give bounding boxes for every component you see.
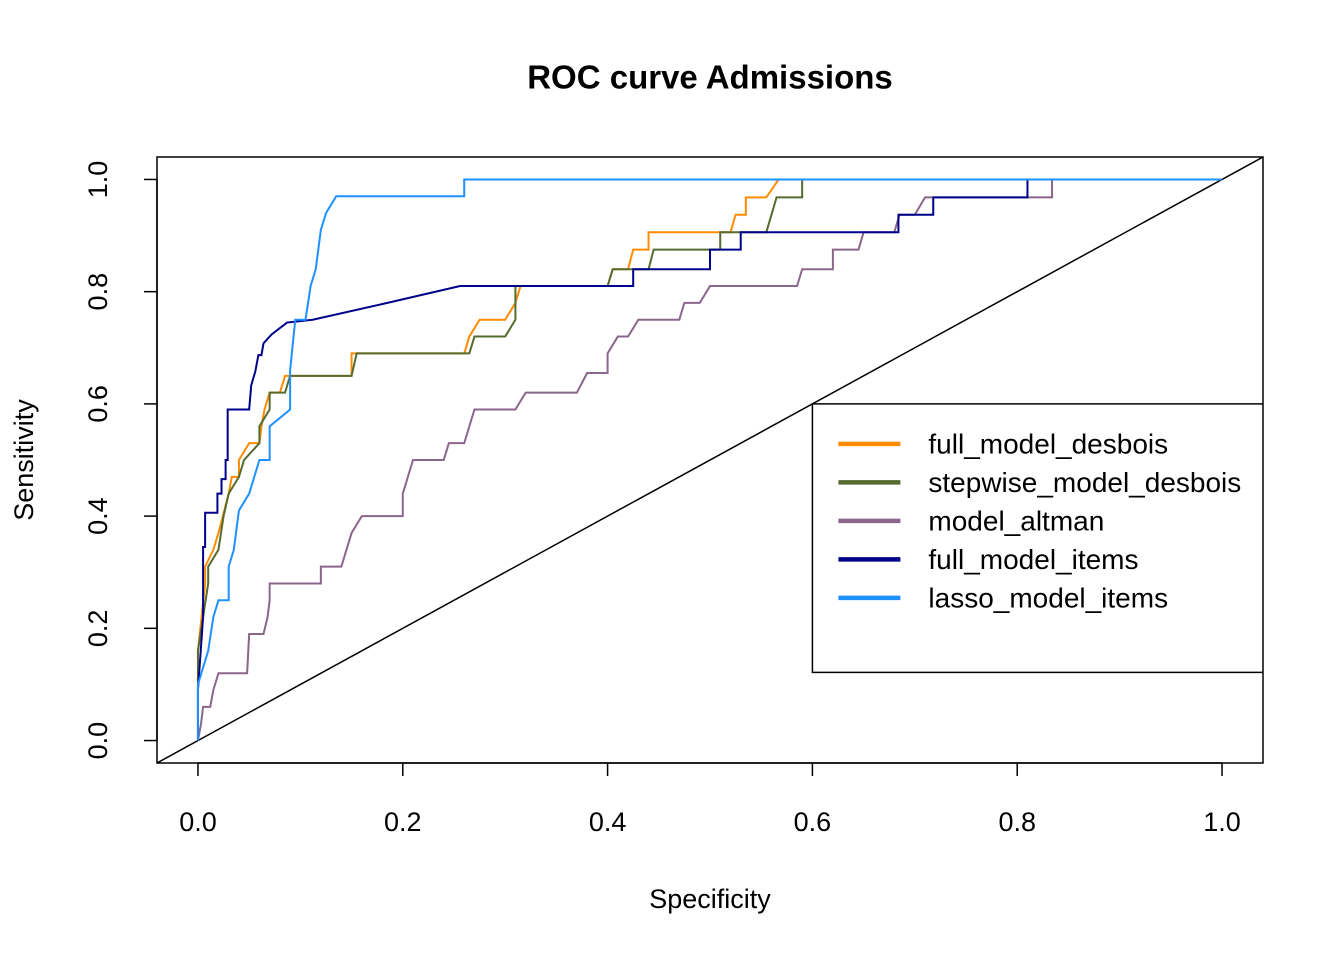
chart-title: ROC curve Admissions (527, 59, 893, 96)
x-tick-label: 0.8 (998, 807, 1036, 837)
x-tick-label: 0.4 (589, 807, 627, 837)
y-tick-label: 0.0 (83, 722, 113, 760)
plot-area: full_model_desbois stepwise_model_desbois… (157, 157, 1263, 763)
legend-label: full_model_items (928, 544, 1138, 575)
x-tick-label: 0.2 (384, 807, 422, 837)
y-tick-label: 0.8 (83, 273, 113, 311)
reference-line (157, 157, 1263, 763)
roc-curve (196, 178, 1223, 741)
x-tick-label: 0.6 (794, 807, 832, 837)
y-tick-label: 0.4 (83, 497, 113, 535)
y-tick-label: 1.0 (83, 161, 113, 199)
legend-label: stepwise_model_desbois (928, 467, 1241, 498)
y-tick-label: 0.2 (83, 610, 113, 648)
legend: full_model_desbois stepwise_model_desbois… (811, 403, 1263, 674)
legend-label: lasso_model_items (928, 582, 1168, 613)
y-tick-label: 0.6 (83, 385, 113, 423)
legend-label: model_altman (928, 505, 1104, 536)
roc-curve (196, 178, 1223, 741)
legend-label: full_model_desbois (928, 428, 1168, 459)
roc-curve (196, 178, 1223, 741)
x-tick-label: 1.0 (1203, 807, 1241, 837)
legend-box (811, 403, 1263, 674)
y-axis-label: Sensitivity (9, 399, 39, 521)
x-tick-label: 0.0 (179, 807, 217, 837)
x-axis-label: Specificity (649, 884, 771, 914)
